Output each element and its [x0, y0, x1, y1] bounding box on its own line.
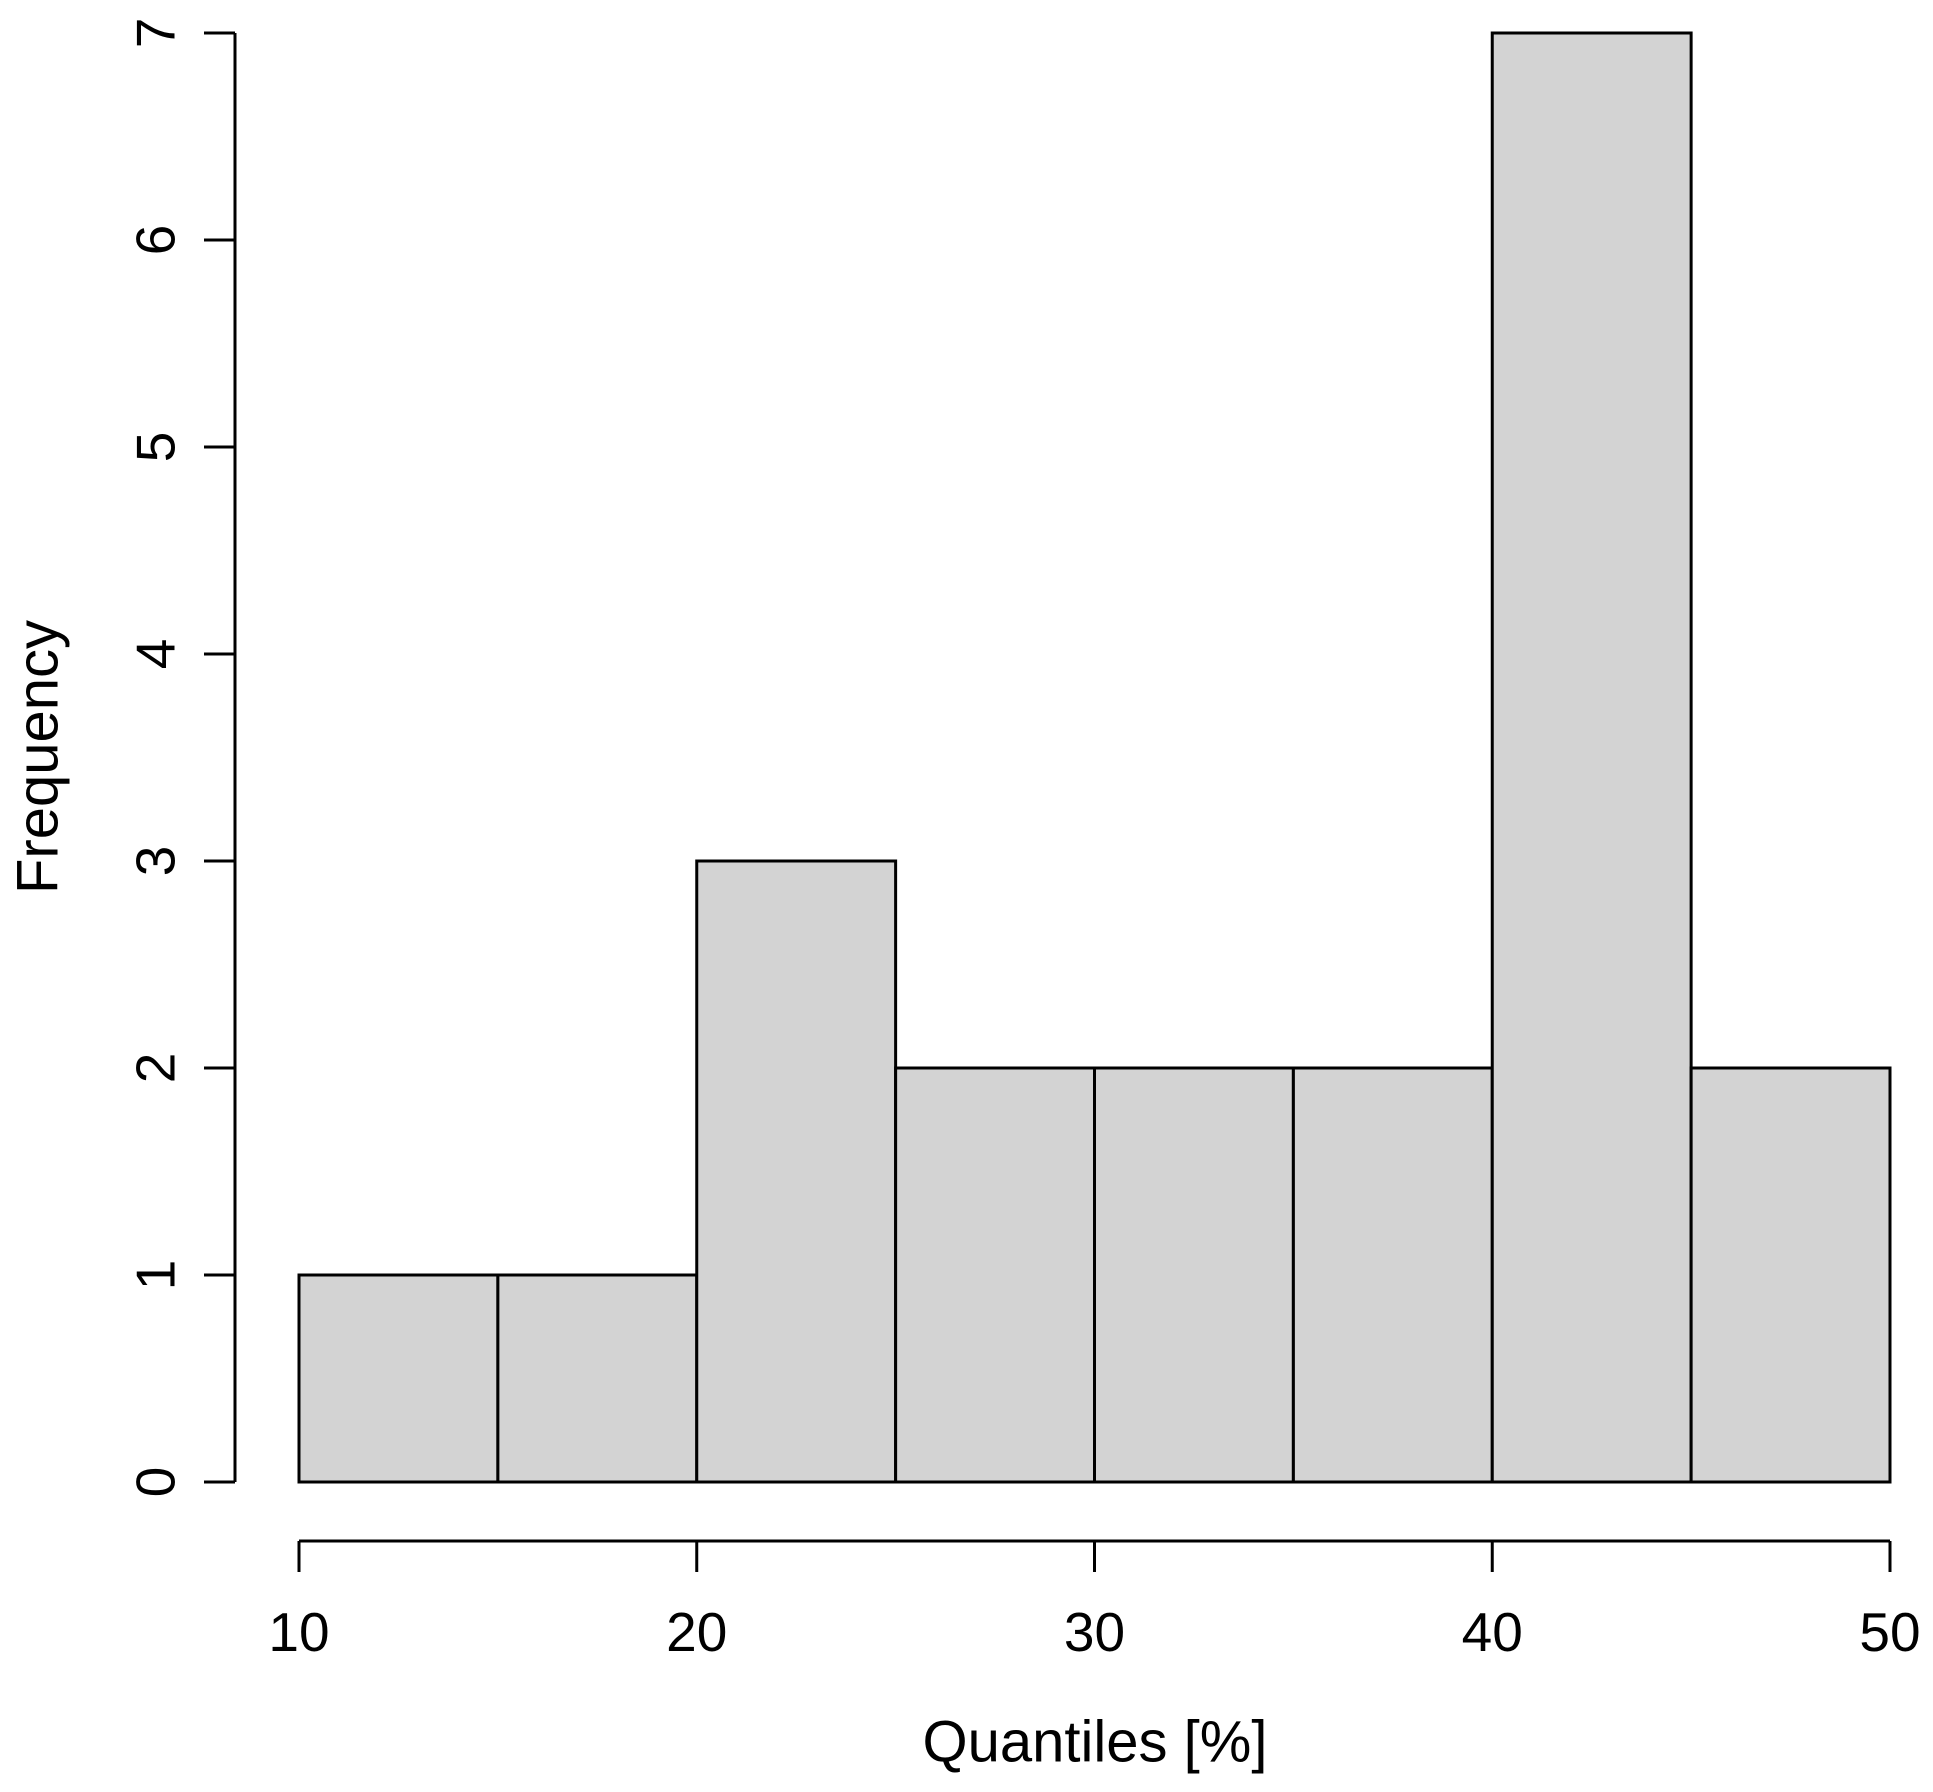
x-tick-label: 40 [1462, 1601, 1523, 1663]
y-tick-label: 1 [125, 1260, 187, 1291]
histogram-bar [894, 1066, 1096, 1484]
y-tick-label: 2 [125, 1053, 187, 1084]
x-tick-label: 30 [1064, 1601, 1125, 1663]
y-tick-label: 4 [125, 639, 187, 670]
y-tick-label: 0 [125, 1467, 187, 1498]
x-tick-label: 20 [666, 1601, 727, 1663]
y-tick-label: 7 [125, 18, 187, 49]
y-tick-label: 5 [125, 432, 187, 463]
y-tick-label: 3 [125, 846, 187, 877]
histogram-bar [496, 1273, 699, 1484]
histogram-bar [1093, 1066, 1295, 1484]
histogram-bar [1291, 1066, 1494, 1484]
y-tick-label: 6 [125, 225, 187, 256]
y-axis-title: Frequency [5, 619, 71, 895]
histogram-bar [297, 1273, 500, 1484]
x-axis-title: Quantiles [%] [922, 1709, 1268, 1775]
histogram-bar [1689, 1066, 1892, 1484]
x-tick-label: 50 [1859, 1601, 1920, 1663]
histogram-bar [1490, 31, 1693, 1484]
x-tick-label: 10 [268, 1601, 329, 1663]
histogram-bar [695, 859, 898, 1484]
